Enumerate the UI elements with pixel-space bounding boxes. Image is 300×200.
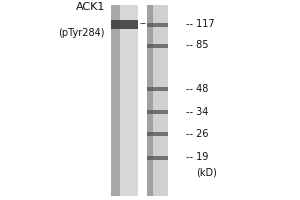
- Bar: [147, 5, 153, 196]
- Text: -- 26: -- 26: [186, 129, 208, 139]
- Text: -- 19: -- 19: [186, 152, 208, 162]
- Text: --: --: [140, 18, 146, 28]
- Bar: [153, 5, 168, 196]
- Text: -- 34: -- 34: [186, 107, 208, 117]
- Bar: [121, 5, 138, 196]
- Bar: [111, 20, 138, 29]
- Text: -- 48: -- 48: [186, 84, 208, 94]
- Text: ACK1: ACK1: [76, 2, 105, 12]
- Bar: [147, 44, 168, 48]
- Text: (pTyr284): (pTyr284): [58, 28, 105, 38]
- Bar: [147, 5, 168, 196]
- Bar: [111, 5, 138, 196]
- Bar: [147, 156, 168, 160]
- Bar: [147, 23, 168, 27]
- Bar: [147, 110, 168, 114]
- Bar: [147, 87, 168, 91]
- Text: (kD): (kD): [196, 167, 218, 177]
- Text: -- 117: -- 117: [186, 19, 214, 29]
- Bar: [111, 5, 121, 196]
- Bar: [147, 132, 168, 136]
- Text: -- 85: -- 85: [186, 40, 208, 50]
